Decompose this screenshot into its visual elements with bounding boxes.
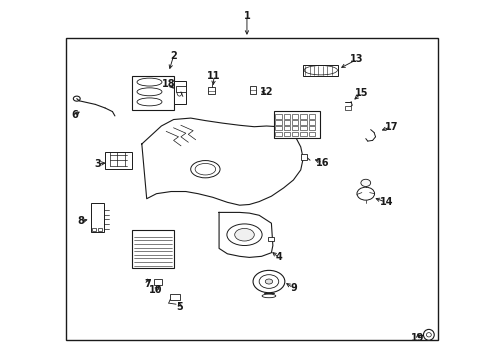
Circle shape [360,179,370,186]
Bar [308,126,314,130]
Bar [176,86,185,92]
Ellipse shape [190,161,220,178]
Ellipse shape [426,333,430,337]
Text: 13: 13 [349,54,363,64]
Bar [173,81,185,104]
Bar [300,132,306,136]
Ellipse shape [137,78,162,86]
Text: 12: 12 [259,87,273,97]
Text: 3: 3 [94,159,101,169]
Ellipse shape [262,294,275,298]
Circle shape [73,96,80,101]
Ellipse shape [264,279,272,284]
Bar [291,114,298,119]
Bar [291,120,298,125]
Ellipse shape [137,88,162,96]
Bar [283,120,289,125]
Text: 14: 14 [379,197,392,207]
Bar [132,76,173,110]
Bar [308,132,314,136]
Text: 2: 2 [170,51,177,61]
Ellipse shape [253,270,284,293]
Ellipse shape [423,329,433,340]
Bar [283,114,289,119]
Bar [291,126,298,130]
Ellipse shape [226,224,262,246]
Ellipse shape [177,89,182,96]
Text: 1: 1 [243,11,250,21]
Bar [300,154,306,160]
Bar [275,132,281,136]
Bar [291,132,298,136]
Text: 5: 5 [176,302,183,312]
Text: 19: 19 [410,333,424,343]
Bar [250,86,256,94]
Bar [275,126,281,130]
Bar [300,126,306,130]
Bar [267,237,273,241]
Text: 9: 9 [289,283,296,293]
Bar [98,228,102,231]
Bar [208,87,215,94]
Bar [300,120,306,125]
Bar [154,279,162,285]
Ellipse shape [234,229,254,241]
Text: 10: 10 [148,285,162,295]
Bar [92,228,96,231]
Text: 17: 17 [384,122,397,132]
Bar [275,120,281,125]
Bar [91,203,103,232]
Bar [300,114,306,119]
Text: 8: 8 [77,216,84,226]
Bar [132,230,173,268]
Bar [66,38,437,340]
Text: 15: 15 [354,88,368,98]
Text: 11: 11 [207,71,221,81]
Text: 4: 4 [275,252,282,262]
Text: 16: 16 [315,158,329,168]
Ellipse shape [259,275,278,288]
Text: 6: 6 [71,110,78,120]
Bar [308,114,314,119]
Text: 7: 7 [144,279,151,289]
Bar [303,65,338,76]
Bar [273,111,320,138]
Bar [283,126,289,130]
Circle shape [356,187,374,200]
Bar [283,132,289,136]
Bar [170,294,180,300]
Ellipse shape [137,98,162,106]
Bar [308,120,314,125]
Bar [275,114,281,119]
Text: 18: 18 [162,78,175,89]
Bar [345,106,350,110]
Bar [105,152,132,169]
